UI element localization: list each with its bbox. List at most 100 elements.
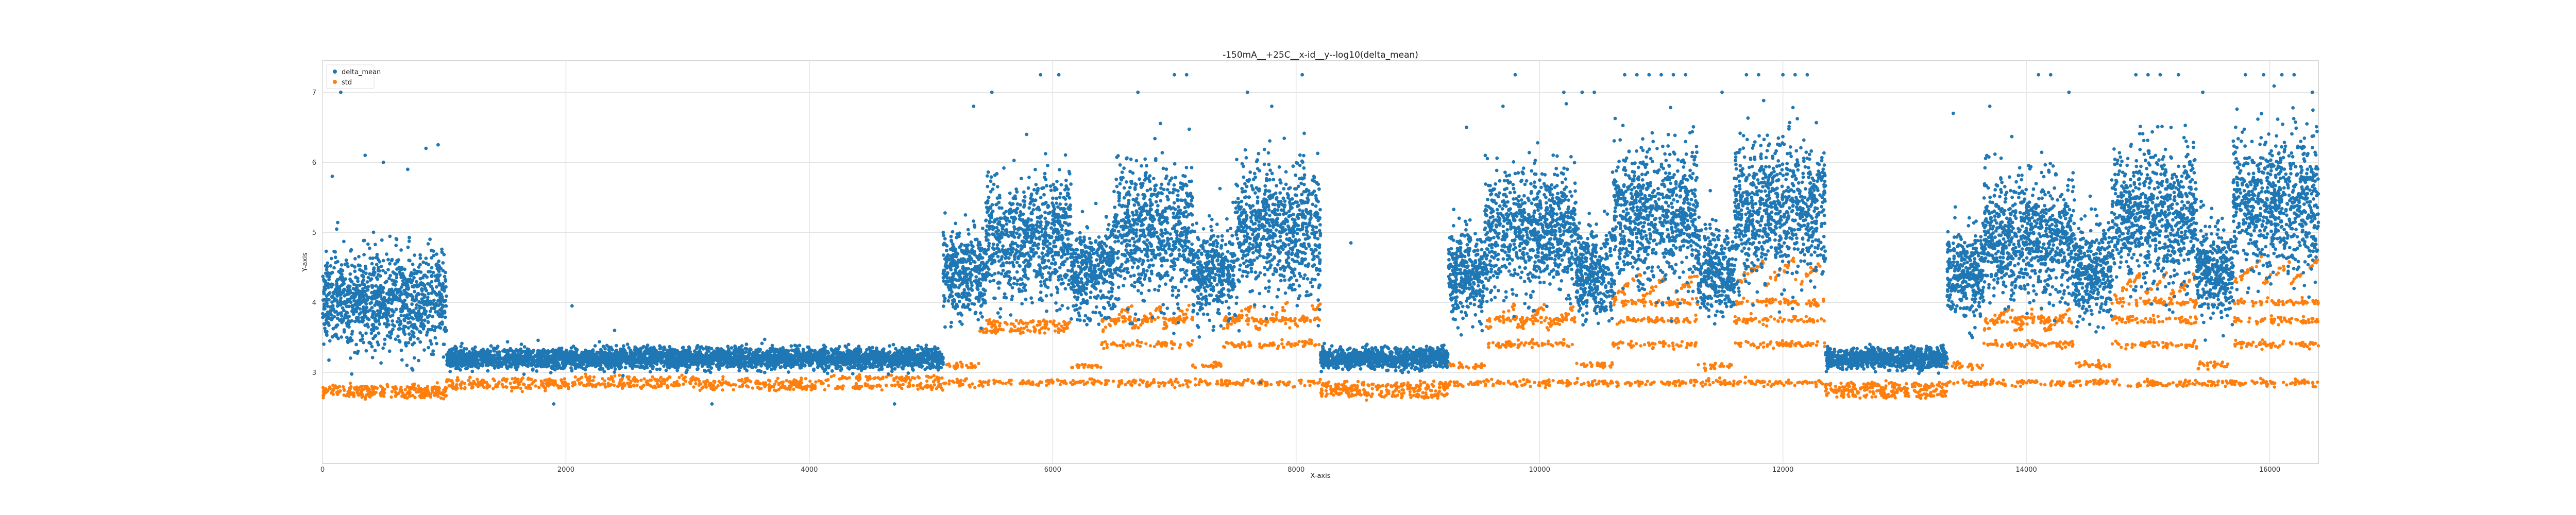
- std-point: [1058, 383, 1062, 387]
- std-point: [566, 382, 570, 386]
- std-point: [1654, 304, 1658, 307]
- std-point: [455, 379, 459, 382]
- std-point: [1632, 317, 1636, 320]
- std-point: [321, 386, 325, 389]
- std-point: [890, 384, 894, 387]
- std-point: [1035, 383, 1039, 387]
- std-point: [971, 364, 975, 368]
- std-point: [1634, 342, 1638, 346]
- std-point: [2299, 344, 2302, 347]
- delta-mean-point: [387, 349, 392, 353]
- std-point: [1173, 380, 1177, 383]
- std-point: [2044, 344, 2047, 347]
- std-point: [740, 377, 744, 382]
- delta-mean-point: [411, 262, 415, 266]
- std-point: [1531, 338, 1534, 341]
- std-point: [468, 375, 472, 379]
- std-point: [677, 375, 681, 380]
- std-point: [704, 385, 708, 389]
- std-point: [1755, 346, 1759, 350]
- std-point: [584, 372, 587, 376]
- std-point: [496, 382, 500, 386]
- std-point: [968, 383, 971, 387]
- std-point: [1582, 362, 1585, 366]
- std-point: [1210, 363, 1213, 367]
- std-point: [1913, 385, 1917, 388]
- std-point: [1781, 343, 1784, 347]
- std-point: [1791, 256, 1795, 260]
- std-point: [1562, 337, 1566, 341]
- std-point: [354, 388, 358, 392]
- std-point: [1132, 318, 1137, 322]
- std-point: [1154, 308, 1158, 312]
- std-point: [1944, 389, 1948, 393]
- std-point: [1689, 280, 1693, 284]
- std-point: [955, 377, 959, 381]
- delta-mean-point: [342, 330, 346, 334]
- std-point: [935, 387, 939, 390]
- std-point: [1758, 380, 1762, 384]
- std-point: [1664, 342, 1667, 346]
- std-point: [1246, 322, 1250, 326]
- std-point: [524, 386, 528, 389]
- std-point: [1282, 308, 1286, 313]
- std-point: [1673, 384, 1677, 387]
- std-point: [1733, 315, 1737, 319]
- std-point: [1692, 384, 1696, 387]
- std-point: [2013, 342, 2018, 346]
- std-point: [1138, 383, 1142, 387]
- std-point: [1294, 322, 1298, 327]
- std-point: [1956, 362, 1959, 366]
- std-point: [2107, 363, 2111, 367]
- std-point: [588, 379, 592, 383]
- std-point: [694, 382, 698, 386]
- std-point: [1334, 386, 1338, 389]
- std-point: [1504, 344, 1508, 348]
- std-point: [1802, 320, 1806, 323]
- std-point: [2006, 342, 2010, 346]
- std-point: [2074, 362, 2078, 365]
- std-point: [2251, 304, 2255, 308]
- std-point: [1247, 340, 1251, 344]
- std-point: [1461, 366, 1465, 369]
- std-point: [2082, 363, 2086, 367]
- std-point: [1516, 322, 1520, 326]
- std-point: [1409, 383, 1412, 387]
- delta-mean-point: [370, 315, 374, 319]
- std-point: [1162, 316, 1165, 320]
- std-point: [2186, 319, 2190, 322]
- std-point: [530, 377, 533, 381]
- std-point: [1805, 302, 1808, 306]
- std-point: [1772, 346, 1775, 350]
- std-point: [2129, 384, 2132, 388]
- std-point: [982, 331, 986, 334]
- std-point: [1734, 341, 1737, 345]
- std-point: [361, 388, 364, 392]
- std-point: [1797, 341, 1801, 345]
- std-point: [2069, 320, 2073, 324]
- std-point: [989, 329, 993, 333]
- std-point: [1626, 282, 1630, 286]
- std-point: [1045, 383, 1048, 387]
- std-point: [1649, 290, 1652, 294]
- delta-mean-point: [429, 342, 433, 346]
- std-point: [1772, 382, 1776, 386]
- std-point: [2301, 318, 2305, 322]
- std-point: [1667, 344, 1671, 348]
- std-point: [2257, 342, 2261, 347]
- std-point: [854, 387, 857, 390]
- delta-mean-point: [354, 342, 358, 347]
- std-point: [1038, 329, 1042, 332]
- std-point: [514, 380, 518, 383]
- std-point: [380, 393, 384, 397]
- std-point: [1884, 379, 1888, 383]
- std-point: [1560, 313, 1564, 317]
- std-point: [1788, 344, 1792, 348]
- delta-mean-point: [364, 349, 368, 353]
- std-point: [1282, 346, 1285, 349]
- std-point: [680, 373, 684, 377]
- std-point: [411, 383, 415, 386]
- std-point: [1688, 302, 1692, 306]
- std-point: [479, 383, 483, 387]
- std-point: [2235, 280, 2239, 284]
